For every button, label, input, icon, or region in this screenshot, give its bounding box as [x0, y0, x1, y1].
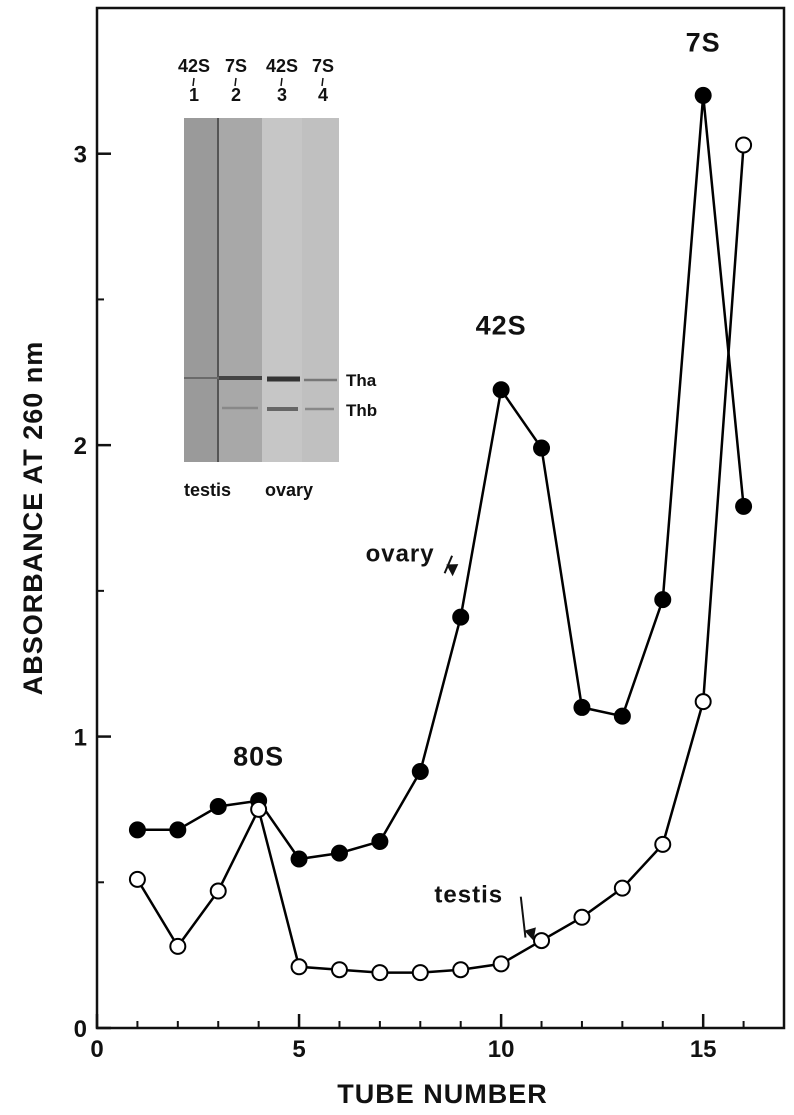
gel-lane-label-top: 42S — [178, 56, 210, 76]
data-point-ovary — [128, 821, 146, 839]
data-point-testis — [613, 879, 631, 897]
x-tick-label: 15 — [690, 1036, 717, 1063]
gel-lane-tick — [321, 77, 324, 87]
data-point-testis — [128, 870, 146, 888]
plot-frame — [95, 6, 786, 1030]
gel-group-label: ovary — [265, 480, 313, 500]
plot-border — [95, 6, 786, 1030]
series-layer — [128, 86, 753, 982]
y-tick-label: 3 — [74, 142, 87, 169]
data-point-ovary — [613, 707, 631, 725]
annotation-testis-arrowhead — [524, 927, 536, 941]
gel-lane-label-number: 2 — [231, 85, 241, 105]
y-tick-label: 2 — [74, 433, 87, 460]
annotation-ovary-arrowhead — [446, 564, 459, 577]
data-point-testis — [735, 136, 753, 154]
data-point-testis — [694, 693, 712, 711]
gel-lane-3 — [262, 118, 302, 462]
y-axis-title: ABSORBANCE AT 260 nm — [18, 341, 48, 696]
annotation-testis: testis — [434, 882, 503, 909]
annotation-80s: 80S — [233, 742, 284, 772]
data-point-testis — [573, 908, 591, 926]
series-line-testis — [136, 144, 745, 974]
gel-lane-label-top: 7S — [225, 56, 247, 76]
data-point-ovary — [452, 608, 470, 626]
gel-lane-label-top: 7S — [312, 56, 334, 76]
annotation-ovary: ovary — [366, 541, 435, 568]
data-point-ovary — [533, 439, 551, 457]
data-point-testis — [209, 882, 227, 900]
data-point-testis — [371, 964, 389, 982]
data-point-testis — [533, 932, 551, 950]
gel-lane-label-number: 1 — [189, 85, 199, 105]
data-point-testis — [492, 955, 510, 973]
gel-lane-label-top: 42S — [266, 56, 298, 76]
data-point-ovary — [654, 591, 672, 609]
data-point-testis — [330, 961, 348, 979]
data-point-ovary — [371, 832, 389, 850]
x-axis-title: TUBE NUMBER — [337, 1079, 548, 1109]
gel-group-label: testis — [184, 480, 231, 500]
data-point-ovary — [735, 497, 753, 515]
data-point-testis — [452, 961, 470, 979]
axis-layer: 0 5 10 15 0 1 2 3 TUBE NUMBER ABSORBANCE AT 260 n… — [18, 142, 745, 1109]
gel-lane-tick — [192, 77, 195, 87]
gel-band-label: Tha — [346, 371, 377, 390]
data-point-ovary — [411, 763, 429, 781]
data-point-testis — [411, 964, 429, 982]
annotation-layer: 80S 42S 7S ovary testis — [233, 28, 721, 941]
gel-lane-4 — [302, 118, 339, 462]
gel-lane-tick — [234, 77, 237, 87]
annotation-42s: 42S — [476, 310, 527, 340]
data-point-ovary — [169, 821, 187, 839]
gel-lane-label-number: 3 — [277, 85, 287, 105]
annotation-testis-arrow — [519, 896, 527, 938]
data-point-ovary — [209, 798, 227, 816]
gel-inset: 42S 1 7S 2 42S 3 7S 4 Tha Thb testis ovary — [178, 56, 377, 500]
data-point-ovary — [290, 850, 308, 868]
y-tick-label: 1 — [74, 725, 87, 752]
data-point-testis — [290, 958, 308, 976]
data-point-testis — [169, 937, 187, 955]
gel-lane-2 — [219, 118, 262, 462]
data-point-ovary — [573, 698, 591, 716]
y-tick-label: 0 — [74, 1016, 87, 1043]
x-tick-label: 5 — [292, 1036, 305, 1063]
data-point-ovary — [492, 381, 510, 399]
gel-lane-tick — [280, 77, 283, 87]
x-tick-label: 10 — [488, 1036, 515, 1063]
annotation-7s: 7S — [686, 28, 721, 58]
series-line-ovary — [137, 95, 745, 861]
gel-lane-label-number: 4 — [318, 85, 328, 105]
data-point-ovary — [694, 86, 712, 104]
data-point-testis — [654, 835, 672, 853]
data-point-ovary — [330, 844, 348, 862]
gel-band-label: Thb — [346, 401, 377, 420]
data-point-testis — [250, 800, 268, 818]
gel-lane-1 — [184, 118, 219, 462]
x-tick-label: 0 — [90, 1036, 103, 1063]
